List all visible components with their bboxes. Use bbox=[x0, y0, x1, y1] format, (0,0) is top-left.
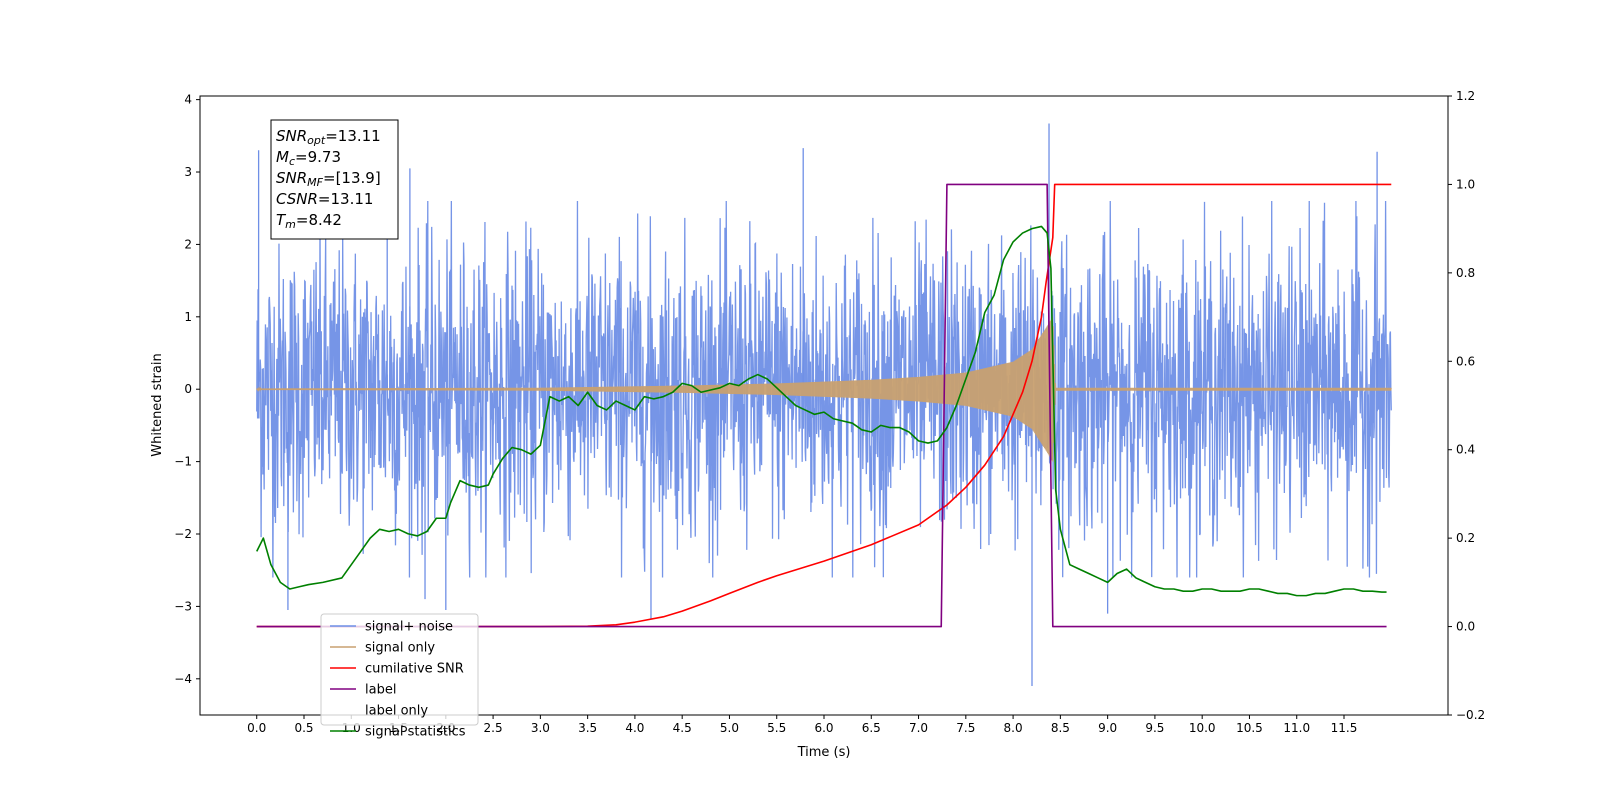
y-left-tick-label-5: −1 bbox=[174, 455, 192, 469]
x-tick-label-5: 2.5 bbox=[484, 721, 503, 735]
y-right-tick-label-0: 1.2 bbox=[1456, 89, 1475, 103]
y-right-tick-label-6: 0.0 bbox=[1456, 620, 1475, 634]
x-tick-label-21: 10.5 bbox=[1236, 721, 1263, 735]
x-tick-label-10: 5.0 bbox=[720, 721, 739, 735]
x-tick-label-1: 0.5 bbox=[294, 721, 313, 735]
series-signal-only-line bbox=[256, 317, 1392, 462]
x-tick-label-7: 3.5 bbox=[578, 721, 597, 735]
y-left-tick-label-3: 1 bbox=[184, 310, 192, 324]
series-cumilative-snr-line bbox=[256, 183, 1392, 628]
y-right-tick-label-1: 1.0 bbox=[1456, 177, 1475, 191]
legend-frame bbox=[320, 613, 479, 726]
legend-label-4: label only bbox=[365, 704, 428, 719]
y-left-tick-label-6: −2 bbox=[174, 527, 192, 541]
y-axis-left-label: Whitened strain bbox=[150, 353, 165, 456]
y-right-tick-label-4: 0.4 bbox=[1456, 443, 1475, 457]
x-tick-label-18: 9.0 bbox=[1098, 721, 1117, 735]
x-tick-label-17: 8.5 bbox=[1051, 721, 1070, 735]
x-axis-label: Time (s) bbox=[797, 745, 851, 760]
x-tick-label-12: 6.0 bbox=[814, 721, 833, 735]
annotation-box: SNRopt=13.11Mc=9.73SNRMF=[13.9]CSNR=13.1… bbox=[270, 119, 399, 240]
y-right-tick-label-5: 0.2 bbox=[1456, 531, 1475, 545]
y-axis-left: 4 3 2 1 0 −1 −2 −3 −4 bbox=[174, 93, 200, 686]
annotation-line-2: SNRMF=[13.9] bbox=[276, 169, 381, 189]
series-layer bbox=[256, 123, 1392, 687]
y-left-tick-label-8: −4 bbox=[174, 672, 192, 686]
annotation-line-4: Tm=8.42 bbox=[276, 211, 342, 231]
y-right-tick-label-7: −0.2 bbox=[1456, 708, 1485, 722]
annotation-line-0: SNRopt=13.11 bbox=[276, 127, 381, 147]
y-left-tick-label-2: 2 bbox=[184, 237, 192, 251]
x-tick-label-13: 6.5 bbox=[862, 721, 881, 735]
x-tick-label-8: 4.0 bbox=[625, 721, 644, 735]
series-signal-statistics-line bbox=[256, 225, 1387, 597]
legend: signal+ noise signal only cumilative SNR la… bbox=[320, 613, 479, 740]
x-tick-label-23: 11.5 bbox=[1331, 721, 1358, 735]
y-left-tick-label-4: 0 bbox=[184, 382, 192, 396]
legend-label-0: signal+ noise bbox=[365, 620, 453, 635]
series-label-line bbox=[256, 183, 1387, 628]
x-tick-label-6: 3.0 bbox=[531, 721, 550, 735]
legend-label-1: signal only bbox=[365, 641, 435, 656]
legend-label-3: label bbox=[365, 683, 396, 698]
x-tick-label-20: 10.0 bbox=[1189, 721, 1216, 735]
series-signal-noise-line bbox=[256, 200, 1392, 578]
y-right-tick-label-2: 0.8 bbox=[1456, 266, 1475, 280]
x-tick-label-11: 5.5 bbox=[767, 721, 786, 735]
annotation-frame bbox=[270, 119, 399, 240]
legend-label-2: cumilative SNR bbox=[365, 662, 464, 677]
y-left-tick-label-7: −3 bbox=[174, 599, 192, 613]
x-tick-label-16: 8.0 bbox=[1004, 721, 1023, 735]
x-tick-label-9: 4.5 bbox=[673, 721, 692, 735]
legend-label-5: signal statistics bbox=[365, 725, 466, 740]
x-tick-label-19: 9.5 bbox=[1145, 721, 1164, 735]
y-left-tick-label-1: 3 bbox=[184, 165, 192, 179]
annotation-line-1: Mc=9.73 bbox=[276, 148, 341, 168]
x-tick-label-14: 7.0 bbox=[909, 721, 928, 735]
y-axis-right: 1.2 1.0 0.8 0.6 0.4 0.2 0.0 −0.2 bbox=[1448, 89, 1485, 722]
annotation-line-3: CSNR=13.11 bbox=[276, 190, 373, 208]
x-tick-label-15: 7.5 bbox=[956, 721, 975, 735]
y-left-tick-label-0: 4 bbox=[184, 93, 192, 107]
x-tick-label-22: 11.0 bbox=[1283, 721, 1310, 735]
x-tick-label-0: 0.0 bbox=[247, 721, 266, 735]
y-right-tick-label-3: 0.6 bbox=[1456, 354, 1475, 368]
